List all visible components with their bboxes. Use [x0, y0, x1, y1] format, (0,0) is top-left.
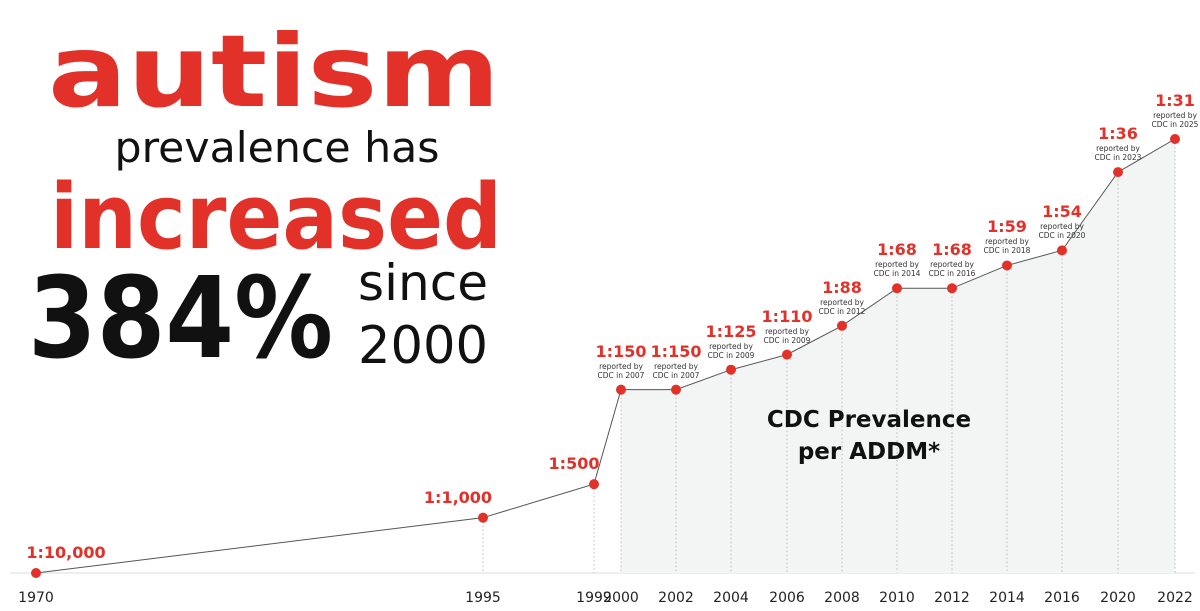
point [1113, 167, 1123, 178]
value-label: 1:68 [932, 240, 972, 260]
point [892, 283, 902, 294]
value-label: 1:125 [705, 321, 757, 341]
area-shade [621, 139, 1175, 573]
note: reported by CDC in 2007 [597, 361, 645, 380]
value-label: 1:31 [1155, 91, 1195, 110]
point [1057, 245, 1067, 256]
value-label: 1:150 [595, 341, 647, 361]
point [589, 479, 599, 490]
stat-note: 2000 [358, 316, 488, 376]
value-label: 1:10,000 [26, 543, 106, 562]
stat-note: since [358, 254, 488, 312]
x-tick-label: 2016 [1044, 590, 1080, 606]
value-label: 1:68 [877, 240, 917, 260]
value-label: 1:54 [1042, 202, 1082, 222]
point [31, 568, 41, 578]
x-tick-label: 2000 [603, 590, 639, 606]
note: reported by CDC in 2012 [818, 297, 866, 316]
note: reported by CDC in 2007 [652, 361, 700, 380]
note: reported by CDC in 2016 [928, 260, 976, 279]
headline-line: prevalence has [115, 123, 440, 172]
value-label: 1:110 [761, 306, 813, 326]
x-tick-label: 1970 [18, 590, 54, 606]
x-tick-label: 2010 [879, 590, 915, 606]
point [478, 512, 488, 523]
annotation: CDC Prevalence per ADDM* [766, 407, 972, 465]
note: reported by CDC in 2018 [983, 237, 1031, 256]
x-tick-label: 2006 [769, 590, 805, 606]
value-label: 1:88 [822, 277, 862, 297]
value-label: 1:150 [650, 341, 702, 361]
headline-line: autism [48, 13, 500, 130]
point [837, 320, 847, 331]
point [726, 364, 736, 375]
note: reported by CDC in 2023 [1094, 144, 1142, 163]
value-label: 1:500 [548, 454, 600, 474]
point [1002, 260, 1012, 271]
note: reported by CDC in 2020 [1038, 222, 1086, 241]
x-tick-label: 2012 [934, 590, 970, 606]
point [782, 349, 792, 360]
x-tick-label: 1995 [465, 590, 501, 606]
point [947, 283, 957, 294]
point [616, 384, 626, 395]
value-label: 1:36 [1098, 124, 1138, 144]
x-tick-label: 2022 [1157, 590, 1193, 606]
x-tick-label: 2004 [713, 590, 749, 606]
note: reported by CDC in 2009 [763, 326, 811, 345]
line [35, 138, 1176, 574]
x-tick-label: 1999 [576, 590, 612, 606]
x-tick-label: 2014 [989, 590, 1025, 606]
headline-line: increased [50, 165, 502, 270]
note: reported by CDC in 2025 [1151, 111, 1199, 129]
x-tick-label: 2008 [824, 590, 860, 606]
stat: 384% [28, 254, 333, 384]
value-label: 1:1,000 [423, 487, 493, 507]
note: reported by CDC in 2014 [873, 260, 921, 279]
x-tick-label: 2020 [1100, 590, 1136, 606]
point [1170, 134, 1180, 144]
point [671, 384, 681, 395]
note: reported by CDC in 2009 [707, 341, 755, 360]
x-tick-label: 2002 [658, 590, 694, 606]
value-label: 1:59 [987, 217, 1027, 237]
